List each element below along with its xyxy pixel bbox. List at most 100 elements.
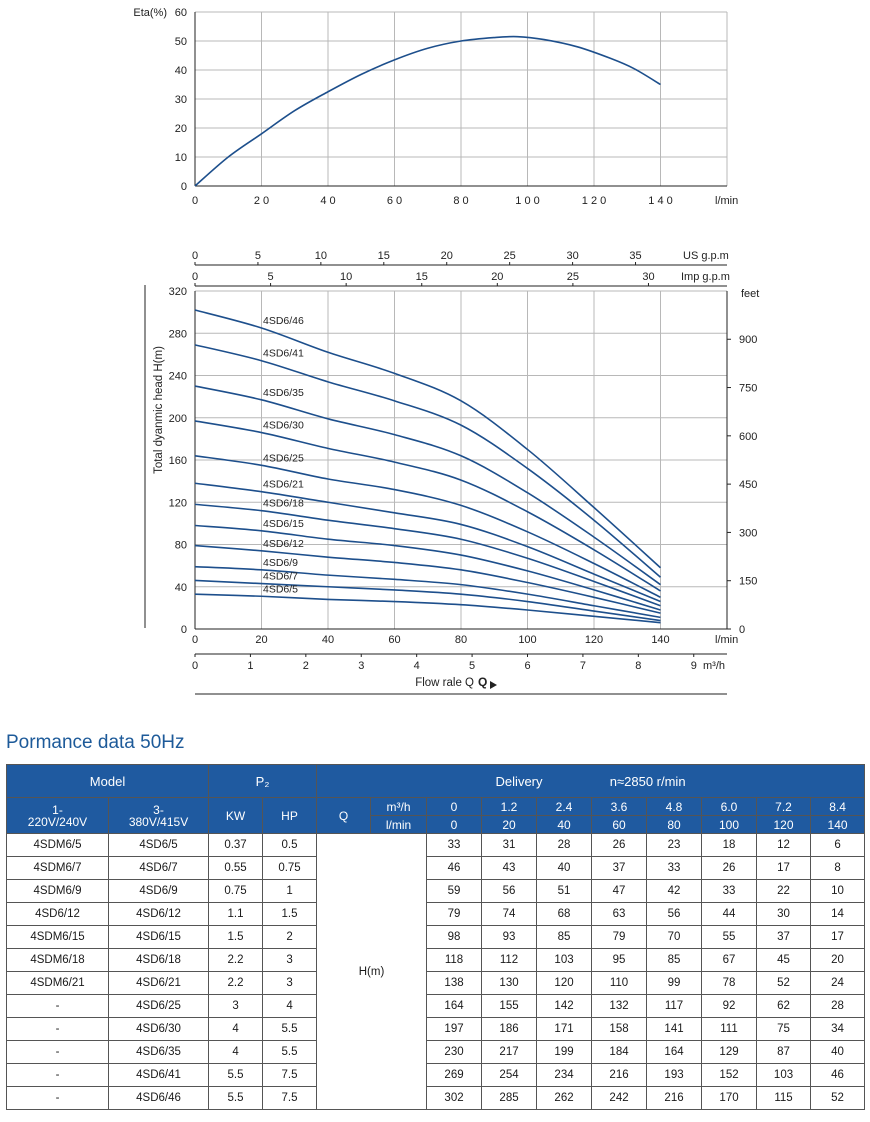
head-value-cell: 99 bbox=[646, 971, 703, 995]
model-single-cell: 4SDM6/9 bbox=[6, 879, 109, 903]
head-y-tick-label: 320 bbox=[169, 286, 187, 298]
eta-curve bbox=[194, 35, 661, 187]
curve-label: 4SD6/15 bbox=[263, 518, 304, 530]
curve-label: 4SD6/18 bbox=[263, 498, 304, 510]
table-row: 4SDM6/21 4SD6/21 2.2 3 138 130 120 110 99 78 52 24 bbox=[6, 971, 866, 995]
model-three-cell: 4SD6/41 bbox=[107, 1063, 210, 1087]
hp-cell: 7.5 bbox=[262, 1063, 318, 1087]
model-three-cell: 4SD6/30 bbox=[107, 1017, 210, 1041]
three-phase-line2: 380V/415V bbox=[128, 814, 189, 829]
head-curve bbox=[194, 593, 661, 624]
kw-cell: 2.2 bbox=[208, 971, 264, 995]
head-value-cell: 63 bbox=[591, 902, 648, 926]
head-value-cell: 22 bbox=[756, 879, 812, 903]
model-single-cell: 4SDM6/15 bbox=[6, 925, 109, 949]
m3h-value: 0 bbox=[426, 797, 483, 816]
lmin-value: 100 bbox=[701, 815, 758, 834]
eta-y-axis-label: Eta(%) bbox=[133, 7, 167, 19]
section-title: Pormance data 50Hz bbox=[6, 732, 185, 753]
head-curve bbox=[194, 565, 661, 619]
head-curve bbox=[194, 544, 661, 614]
head-value-cell: 44 bbox=[701, 902, 758, 926]
hp-cell: 5.5 bbox=[262, 1017, 318, 1041]
feet-tick-label: 300 bbox=[739, 527, 757, 539]
imp-gpm-tick-label: 10 bbox=[340, 271, 352, 283]
head-value-cell: 302 bbox=[426, 1086, 483, 1110]
head-x-axis-label: Flow rale Q bbox=[415, 677, 474, 689]
kw-header: KW bbox=[208, 797, 264, 834]
head-value-cell: 171 bbox=[536, 1017, 593, 1041]
imp-gpm-tick-label: 15 bbox=[416, 271, 428, 283]
kw-cell: 0.75 bbox=[208, 879, 264, 903]
head-value-cell: 55 bbox=[701, 925, 758, 949]
head-value-cell: 75 bbox=[756, 1017, 812, 1041]
kw-cell: 4 bbox=[208, 1040, 264, 1064]
head-value-cell: 285 bbox=[481, 1086, 538, 1110]
model-single-cell: - bbox=[6, 994, 109, 1018]
imp-gpm-unit-label: Imp g.p.m bbox=[681, 271, 730, 283]
head-y-tick-label: 280 bbox=[169, 328, 187, 340]
hp-cell: 3 bbox=[262, 971, 318, 995]
feet-tick-label: 150 bbox=[739, 576, 757, 588]
eta-y-tick-label: 60 bbox=[175, 7, 187, 19]
h-label-cell: H(m) bbox=[316, 833, 428, 1110]
head-value-cell: 129 bbox=[701, 1040, 758, 1064]
kw-cell: 2.2 bbox=[208, 948, 264, 972]
feet-tick-label: 0 bbox=[739, 624, 745, 636]
table-row: -4SD6/35 4 5.5 230 217 199 184 164 129 87 40 bbox=[6, 1040, 866, 1064]
head-y-tick-label: 160 bbox=[169, 455, 187, 467]
curve-label: 4SD6/5 bbox=[263, 583, 298, 595]
table-row: 4SD6/12 4SD6/12 1.1 1.5 79 74 68 63 56 44 30 14 bbox=[6, 902, 866, 926]
head-value-cell: 47 bbox=[591, 879, 648, 903]
head-y-tick-label: 120 bbox=[169, 497, 187, 509]
head-value-cell: 186 bbox=[481, 1017, 538, 1041]
feet-tick-label: 450 bbox=[739, 479, 757, 491]
model-three-cell: 4SD6/18 bbox=[107, 948, 210, 972]
model-three-cell: 4SD6/12 bbox=[107, 902, 210, 926]
head-value-cell: 103 bbox=[756, 1063, 812, 1087]
single-phase-line1: 1- bbox=[52, 802, 63, 817]
head-value-cell: 141 bbox=[646, 1017, 703, 1041]
head-x-tick-label: 120 bbox=[585, 634, 603, 646]
head-value-cell: 197 bbox=[426, 1017, 483, 1041]
delivery-header: Delivery n≈2850 r/min bbox=[316, 764, 866, 798]
hp-cell: 1 bbox=[262, 879, 318, 903]
q-header: Q bbox=[316, 797, 372, 834]
head-value-cell: 40 bbox=[810, 1040, 866, 1064]
eta-x-tick-label: 1 0 0 bbox=[515, 195, 539, 207]
head-x-tick-label: 100 bbox=[518, 634, 536, 646]
head-value-cell: 79 bbox=[426, 902, 483, 926]
head-value-cell: 12 bbox=[756, 833, 812, 857]
head-value-cell: 95 bbox=[591, 948, 648, 972]
head-x-tick-label: 20 bbox=[255, 634, 267, 646]
head-curve bbox=[194, 454, 661, 599]
lmin-header: l/min bbox=[370, 815, 428, 834]
head-x-tick-label: 140 bbox=[651, 634, 669, 646]
head-value-cell: 10 bbox=[810, 879, 866, 903]
head-value-cell: 164 bbox=[646, 1040, 703, 1064]
head-value-cell: 6 bbox=[810, 833, 866, 857]
eta-x-tick-label: 0 bbox=[192, 195, 198, 207]
lmin-value: 20 bbox=[481, 815, 538, 834]
head-value-cell: 98 bbox=[426, 925, 483, 949]
head-value-cell: 14 bbox=[810, 902, 866, 926]
kw-cell: 4 bbox=[208, 1017, 264, 1041]
hp-cell: 3 bbox=[262, 948, 318, 972]
feet-tick-label: 600 bbox=[739, 431, 757, 443]
model-single-cell: 4SDM6/7 bbox=[6, 856, 109, 880]
imp-gpm-tick-label: 0 bbox=[192, 271, 198, 283]
head-value-cell: 117 bbox=[646, 994, 703, 1018]
curve-label: 4SD6/12 bbox=[263, 538, 304, 550]
table-row: 4SDM6/9 4SD6/9 0.75 1 59 56 51 47 42 33 22 10 bbox=[6, 879, 866, 903]
eta-y-tick-label: 20 bbox=[175, 123, 187, 135]
model-three-cell: 4SD6/9 bbox=[107, 879, 210, 903]
head-value-cell: 269 bbox=[426, 1063, 483, 1087]
eta-x-tick-label: 8 0 bbox=[453, 195, 468, 207]
m3h-value: 3.6 bbox=[591, 797, 648, 816]
head-value-cell: 92 bbox=[701, 994, 758, 1018]
p2-header: P₂ bbox=[208, 764, 318, 798]
hp-cell: 7.5 bbox=[262, 1086, 318, 1110]
head-value-cell: 118 bbox=[426, 948, 483, 972]
three-phase-line1: 3- bbox=[153, 802, 164, 817]
